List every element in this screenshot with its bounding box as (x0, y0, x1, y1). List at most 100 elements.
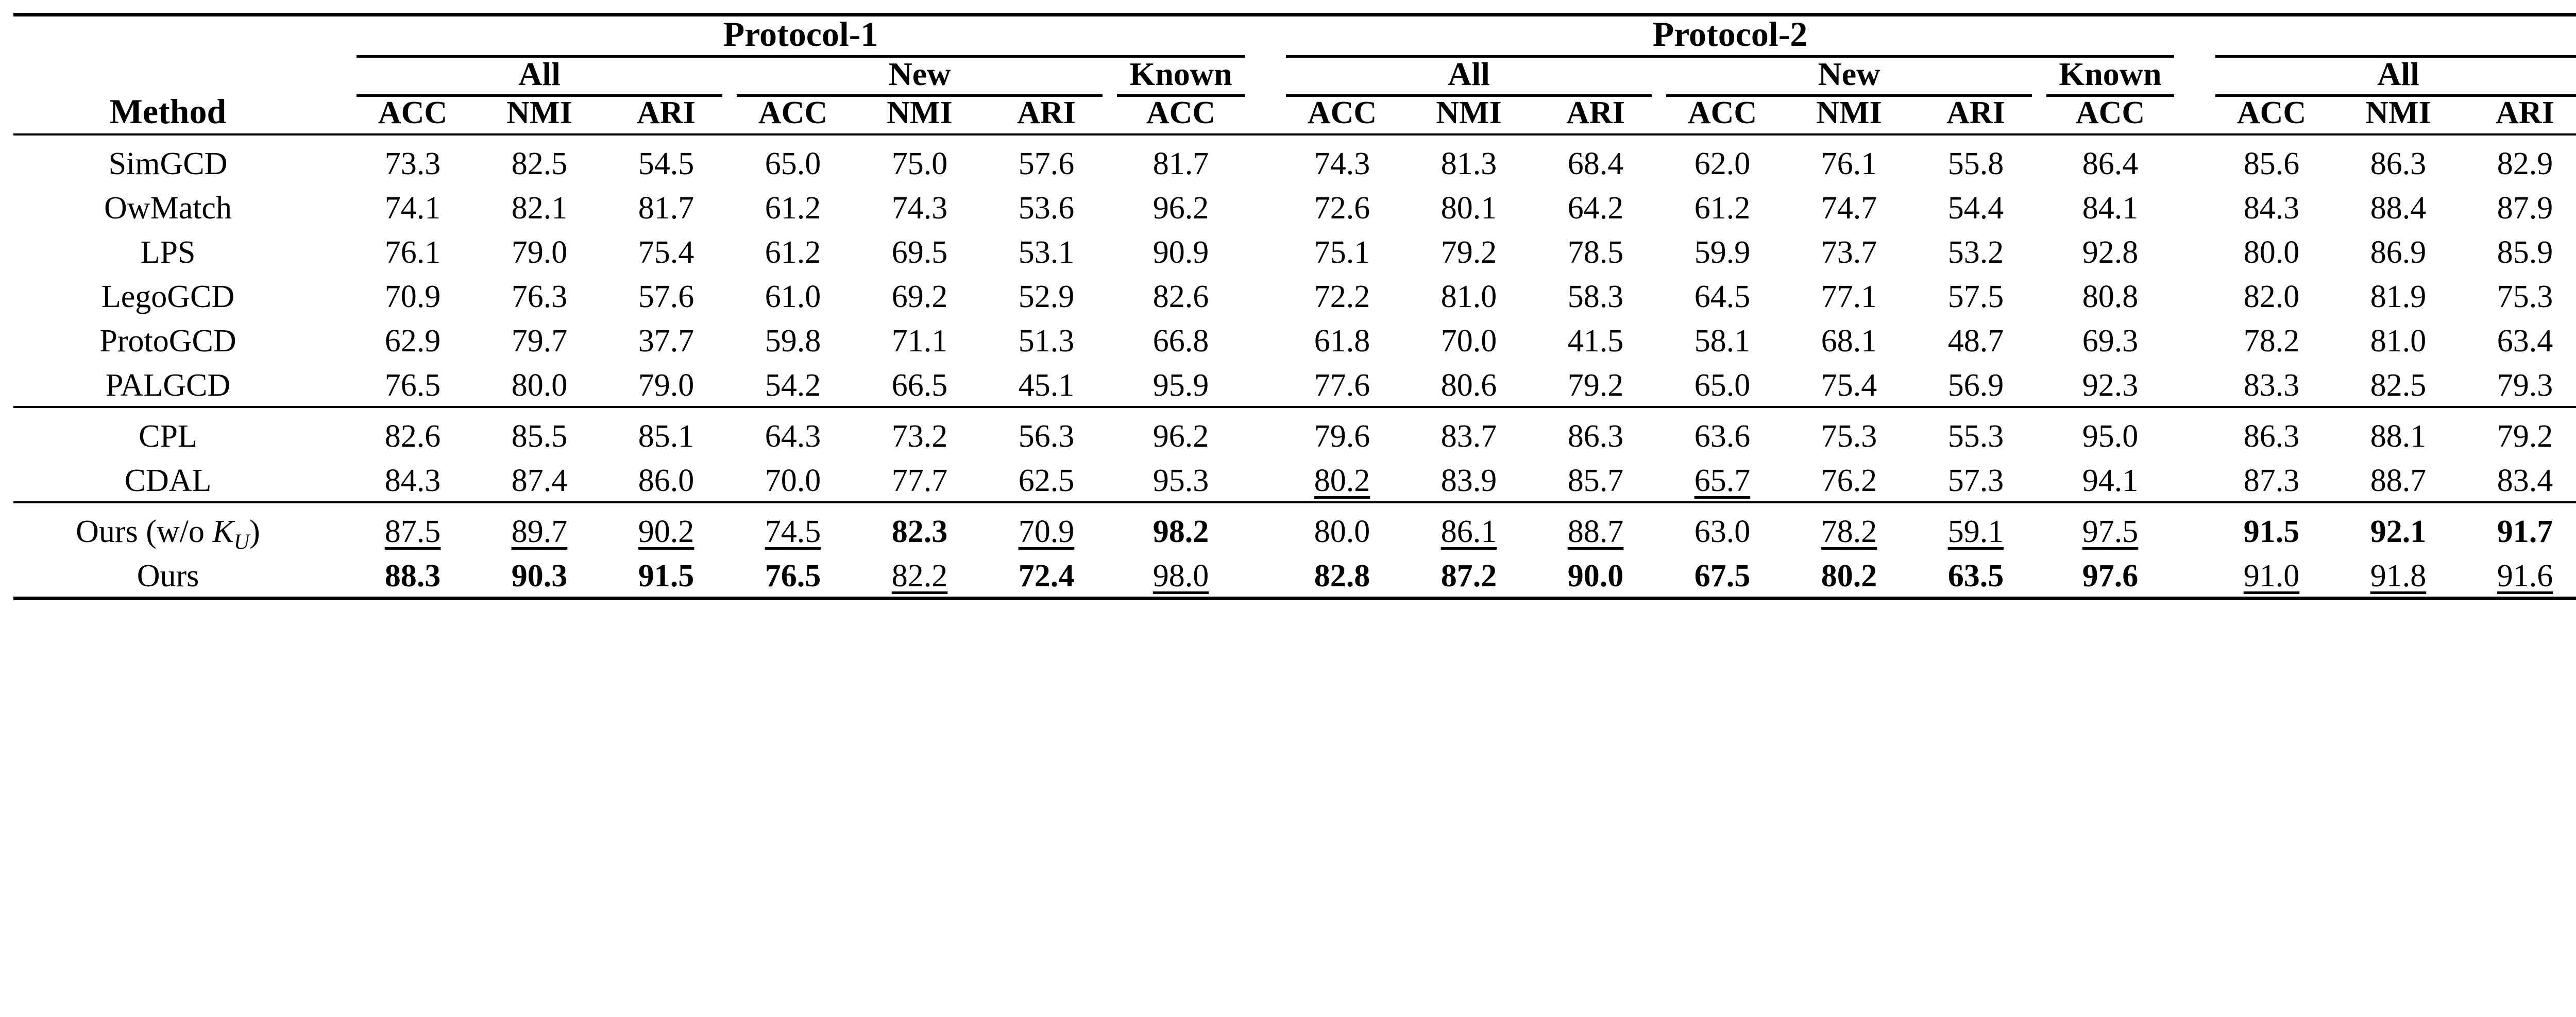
cell-value: 88.4 (2370, 191, 2427, 226)
cell-value: 66.5 (891, 368, 948, 403)
p1-subgroup-known: Known (1129, 56, 1232, 92)
cell-value: 73.7 (1821, 235, 1877, 270)
best-value: 82.8 (1314, 558, 1370, 594)
column-gap (1252, 268, 1279, 313)
col-head-8: NMI (1436, 95, 1502, 130)
row-method-name: LegoGCD (101, 279, 235, 314)
column-gap (323, 180, 349, 224)
k-symbol: K (212, 514, 234, 549)
table-row: OwMatch 74.1 82.1 81.7 61.2 74.3 53.6 96.2 72.6 8… (13, 180, 2576, 224)
cell-value: 71.1 (891, 324, 948, 359)
cell-value: 91.0 (2208, 548, 2335, 592)
cell-value: 63.6 (1694, 419, 1751, 454)
cell-value: 80.2 (1786, 548, 1912, 592)
best-value: 98.2 (1153, 514, 1209, 549)
col-head-14: ACC (2236, 95, 2307, 130)
cell-value: 98.0 (1110, 548, 1252, 592)
cell-value: 59.8 (765, 324, 821, 359)
results-table: Method Protocol-1 Protocol-2 Protocol-3 … (13, 9, 2576, 600)
cell-value: 88.7 (1532, 503, 1659, 548)
cell-value: 88.1 (2370, 419, 2427, 454)
cell-value: 90.0 (1532, 548, 1659, 592)
cell-value: 54.4 (1947, 191, 2004, 226)
cell-value: 61.2 (765, 191, 821, 226)
row-method-name: OwMatch (104, 191, 232, 226)
k-subscript: U (233, 530, 250, 554)
protocol-3-title: Protocol-3 (2208, 16, 2576, 52)
cell-value: 84.3 (384, 463, 441, 498)
section-rule-1 (13, 401, 2576, 408)
col-head-10: ACC (1687, 95, 1757, 130)
p2-new-rule (1659, 91, 2039, 97)
cell-value: 53.1 (1018, 235, 1075, 270)
p1-new-rule (730, 91, 1110, 97)
column-gap (1252, 224, 1279, 268)
section-rule-2 (13, 497, 2576, 503)
cell-value: 97.5 (2039, 503, 2181, 548)
cell-value: 90.9 (1153, 235, 1209, 270)
cell-value: 79.0 (638, 368, 694, 403)
cell-value: 72.4 (983, 548, 1110, 592)
cell-value: 81.7 (1153, 146, 1209, 181)
cell-value: 81.9 (2370, 279, 2427, 314)
table-row: CDAL 84.3 87.4 86.0 70.0 77.7 62.5 95.3 80.2 83.9… (13, 452, 2576, 497)
cell-value: 72.6 (1314, 191, 1370, 226)
col-head-5: ARI (1017, 95, 1076, 130)
cell-value: 57.3 (1947, 463, 2004, 498)
table-row: ProtoGCD 62.9 79.7 37.7 59.8 71.1 51.3 66.8 61.8… (13, 313, 2576, 357)
column-gap (2181, 180, 2208, 224)
best-value: 80.2 (1821, 558, 1877, 594)
cell-value: 66.8 (1153, 324, 1209, 359)
column-gap (2181, 452, 2208, 497)
table-section-baselines: SimGCD 73.3 82.5 54.5 65.0 75.0 57.6 81.7 74.3 81… (13, 135, 2576, 401)
column-gap (1252, 408, 1279, 452)
cell-value: 57.5 (1947, 279, 2004, 314)
cell-value: 53.2 (1947, 235, 2004, 270)
cell-value: 80.0 (2243, 235, 2300, 270)
col-head-12: ARI (1946, 95, 2005, 130)
cell-value: 85.7 (1567, 463, 1624, 498)
cell-value: 81.3 (1440, 146, 1497, 181)
cell-value: 62.0 (1694, 146, 1751, 181)
cell-value: 51.3 (1018, 324, 1075, 359)
column-gap (323, 452, 349, 497)
second-best-value: 90.2 (638, 514, 694, 549)
cell-value: 80.0 (511, 368, 568, 403)
protocol-header-row: Method Protocol-1 Protocol-2 Protocol-3 (13, 14, 2576, 129)
cell-value: 69.5 (891, 235, 948, 270)
col-head-13: ACC (2075, 95, 2145, 130)
second-best-value: 59.1 (1947, 514, 2004, 549)
cell-value: 86.3 (2243, 419, 2300, 454)
header-bottom-rule (13, 129, 2576, 135)
cell-value: 82.6 (1153, 279, 1209, 314)
cell-value: 79.3 (2497, 368, 2553, 403)
cell-value: 54.5 (638, 146, 694, 181)
cell-value: 79.2 (1440, 235, 1497, 270)
table-row: Ours 88.3 90.3 91.5 76.5 82.2 72.4 98.0 82.8 87.2… (13, 548, 2576, 592)
best-value: 87.2 (1440, 558, 1497, 594)
cell-value: 80.6 (1440, 368, 1497, 403)
cell-value: 80.1 (1440, 191, 1497, 226)
column-gap (323, 135, 349, 180)
col-head-6: ACC (1146, 95, 1216, 130)
table-top-rule (13, 9, 2576, 16)
protocol-1-title: Protocol-1 (723, 14, 878, 54)
row-method-name: Ours (w/o KU) (76, 514, 260, 554)
cell-value: 75.0 (891, 146, 948, 181)
cell-value: 82.9 (2497, 146, 2553, 181)
protocol-2-rule (1279, 52, 2181, 58)
cell-value: 55.3 (1947, 419, 2004, 454)
cell-value: 87.3 (2243, 463, 2300, 498)
second-best-value: 80.2 (1314, 463, 1370, 498)
cell-value: 57.6 (1018, 146, 1075, 181)
cell-value: 61.2 (765, 235, 821, 270)
cell-value: 91.5 (2208, 503, 2335, 548)
cell-value: 61.2 (1694, 191, 1751, 226)
cell-value: 82.5 (2370, 368, 2427, 403)
best-value: 82.3 (891, 514, 948, 549)
cell-value: 48.7 (1947, 324, 2004, 359)
cell-value: 75.4 (1821, 368, 1877, 403)
cell-value: 75.4 (638, 235, 694, 270)
cell-value: 86.0 (638, 463, 694, 498)
cell-value: 64.5 (1694, 279, 1751, 314)
